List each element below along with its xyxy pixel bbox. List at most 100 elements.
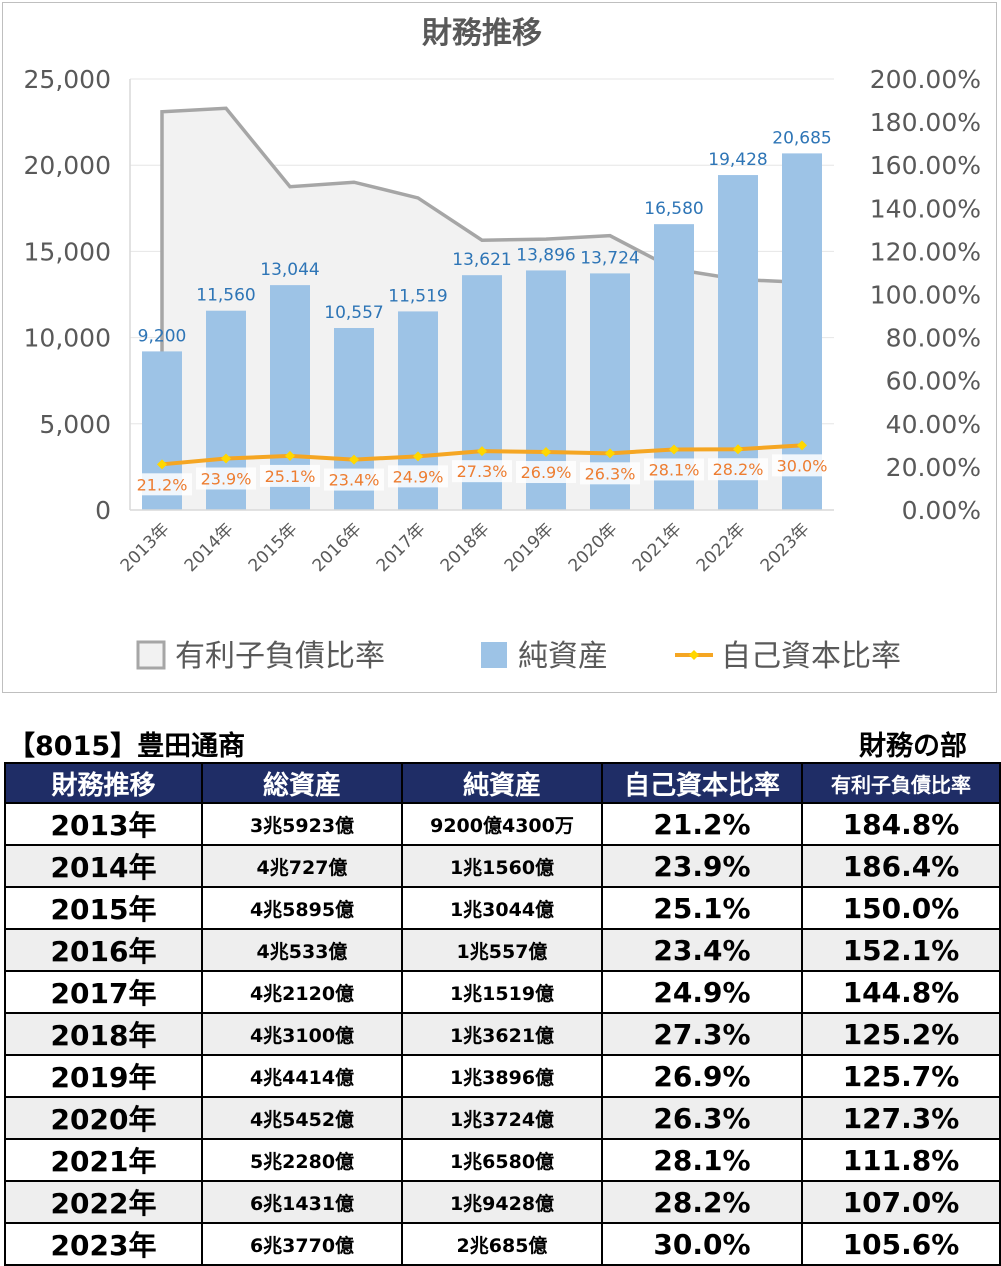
cell-year: 2017年 xyxy=(4,970,203,1014)
line-label-bg xyxy=(516,461,576,484)
line-label-bg xyxy=(708,458,768,481)
y2-tick-label: 20.00% xyxy=(886,453,981,482)
cell-equity-ratio: 23.9% xyxy=(601,844,803,888)
bar-label: 13,896 xyxy=(516,245,575,265)
cell-debt-ratio: 111.8% xyxy=(801,1138,1001,1182)
y2-tick-label: 180.00% xyxy=(870,108,981,137)
cell-total-assets: 3兆5923億 xyxy=(201,802,403,846)
table-row: 2016年 4兆533億 1兆557億 23.4% 152.1% xyxy=(4,928,1001,972)
bar-label: 13,621 xyxy=(452,250,511,270)
cell-debt-ratio: 150.0% xyxy=(801,886,1001,930)
legend-swatch-area xyxy=(136,640,166,670)
y-tick-label: 25,000 xyxy=(24,65,111,94)
line-label: 26.9% xyxy=(521,463,572,482)
x-tick-label: 2019年 xyxy=(501,519,558,576)
line-label-bg xyxy=(772,454,832,477)
cell-net-assets: 9200億4300万 xyxy=(401,802,603,846)
line-point xyxy=(477,446,487,457)
legend-label: 有利子負債比率 xyxy=(175,639,385,674)
cell-net-assets: 1兆1519億 xyxy=(401,970,603,1014)
line-label: 24.9% xyxy=(393,467,444,486)
bar-label: 9,200 xyxy=(138,326,187,346)
cell-year: 2018年 xyxy=(4,1012,203,1056)
bar-label: 11,519 xyxy=(388,286,447,306)
legend-label: 純資産 xyxy=(518,639,608,674)
bar-label: 11,560 xyxy=(196,286,255,306)
cell-total-assets: 4兆533億 xyxy=(201,928,403,972)
line-label: 25.1% xyxy=(265,467,316,486)
line-label-bg xyxy=(644,458,704,481)
x-tick-label: 2020年 xyxy=(565,519,622,576)
line-label: 21.2% xyxy=(137,475,188,494)
chart-title: 財務推移 xyxy=(422,16,542,51)
line-label: 27.3% xyxy=(457,462,508,481)
cell-equity-ratio: 27.3% xyxy=(601,1012,803,1056)
table-row: 2013年 3兆5923億 9200億4300万 21.2% 184.8% xyxy=(4,802,1001,846)
y-tick-label: 15,000 xyxy=(24,237,111,266)
header-debt-ratio: 有利子負債比率 xyxy=(801,762,1001,804)
bar-label: 13,044 xyxy=(260,260,319,280)
line-point xyxy=(221,453,231,464)
cell-equity-ratio: 21.2% xyxy=(601,802,803,846)
x-tick-label: 2021年 xyxy=(629,519,686,576)
line-point xyxy=(541,447,551,458)
cell-equity-ratio: 24.9% xyxy=(601,970,803,1014)
line-label: 28.2% xyxy=(713,460,764,479)
company-name: 【8015】豊田通商 xyxy=(8,731,246,762)
cell-debt-ratio: 186.4% xyxy=(801,844,1001,888)
x-tick-label: 2016年 xyxy=(309,519,366,576)
cell-net-assets: 1兆3044億 xyxy=(401,886,603,930)
x-tick-label: 2014年 xyxy=(181,519,238,576)
cell-year: 2023年 xyxy=(4,1222,203,1266)
y2-tick-label: 160.00% xyxy=(870,151,981,180)
cell-equity-ratio: 28.2% xyxy=(601,1180,803,1224)
legend-swatch-bar xyxy=(481,642,507,668)
line-label-bg xyxy=(260,464,320,487)
table-row: 2023年 6兆3770億 2兆685億 30.0% 105.6% xyxy=(4,1222,1001,1266)
y2-tick-label: 140.00% xyxy=(870,194,981,223)
line-label: 30.0% xyxy=(777,456,828,475)
x-tick-label: 2018年 xyxy=(437,519,494,576)
cell-debt-ratio: 144.8% xyxy=(801,970,1001,1014)
cell-total-assets: 6兆1431億 xyxy=(201,1180,403,1224)
cell-year: 2022年 xyxy=(4,1180,203,1224)
bar-label: 20,685 xyxy=(772,128,831,148)
cell-equity-ratio: 26.3% xyxy=(601,1096,803,1140)
y-tick-label: 0 xyxy=(95,496,111,525)
y2-tick-label: 80.00% xyxy=(886,324,981,353)
line-point xyxy=(413,451,423,462)
cell-total-assets: 4兆727億 xyxy=(201,844,403,888)
cell-total-assets: 5兆2280億 xyxy=(201,1138,403,1182)
cell-debt-ratio: 127.3% xyxy=(801,1096,1001,1140)
line-label-bg xyxy=(580,462,640,485)
line-label: 26.3% xyxy=(585,464,636,483)
cell-net-assets: 1兆557億 xyxy=(401,928,603,972)
cell-net-assets: 1兆3724億 xyxy=(401,1096,603,1140)
financial-table: 財務推移 総資産 純資産 自己資本比率 有利子負債比率 2013年 3兆5923億… xyxy=(4,762,1001,1266)
cell-total-assets: 4兆5895億 xyxy=(201,886,403,930)
line-label-bg xyxy=(132,473,192,496)
line-point xyxy=(733,444,743,455)
cell-debt-ratio: 152.1% xyxy=(801,928,1001,972)
bar-label: 19,428 xyxy=(708,150,767,170)
header-net-assets: 純資産 xyxy=(401,762,603,804)
cell-year: 2019年 xyxy=(4,1054,203,1098)
section-label: 財務の部 xyxy=(859,731,967,762)
x-tick-label: 2017年 xyxy=(373,519,430,576)
line-label-bg xyxy=(324,468,384,491)
cell-equity-ratio: 30.0% xyxy=(601,1222,803,1266)
bar-label: 10,557 xyxy=(324,303,383,323)
bar xyxy=(782,153,822,510)
y2-tick-label: 40.00% xyxy=(886,410,981,439)
line-label-bg xyxy=(388,465,448,488)
line-label: 23.4% xyxy=(329,471,380,490)
line-point xyxy=(349,454,359,465)
legend-label: 自己資本比率 xyxy=(721,639,901,674)
header-equity-ratio: 自己資本比率 xyxy=(601,762,803,804)
cell-net-assets: 1兆3896億 xyxy=(401,1054,603,1098)
table-row: 2015年 4兆5895億 1兆3044億 25.1% 150.0% xyxy=(4,886,1001,930)
legend-swatch-marker xyxy=(689,650,699,660)
cell-year: 2021年 xyxy=(4,1138,203,1182)
header-period: 財務推移 xyxy=(4,762,203,804)
